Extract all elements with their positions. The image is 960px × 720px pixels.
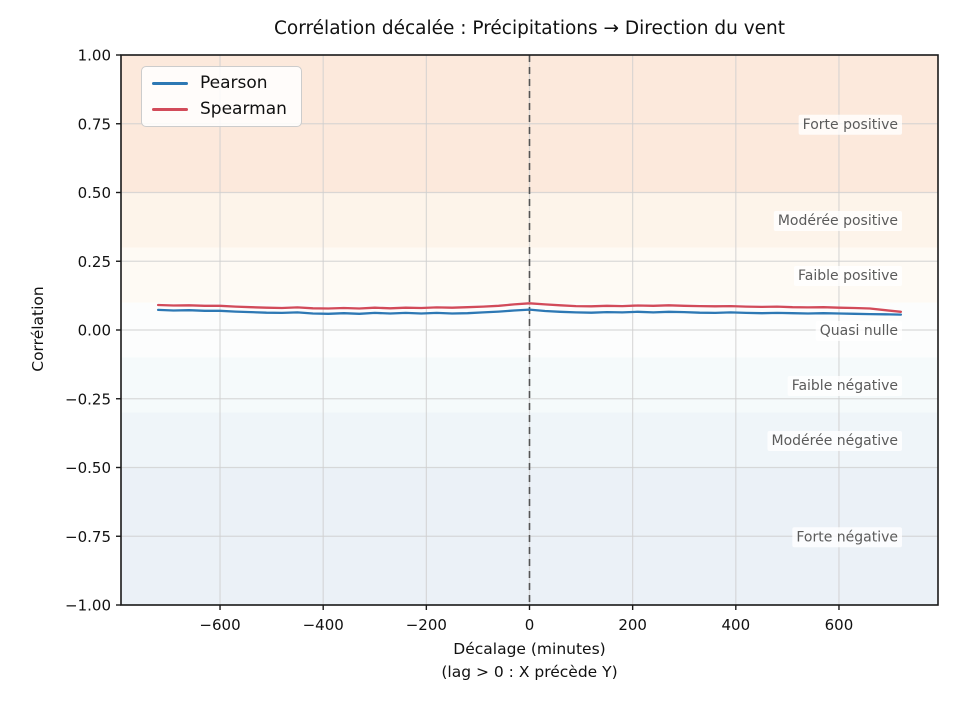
x-axis-sublabel: (lag > 0 : X précède Y) xyxy=(441,663,618,681)
band-label-mod-r-e-n-gative: Modérée négative xyxy=(772,433,899,449)
y-tick-label: 1.00 xyxy=(78,47,111,65)
x-tick-label: −200 xyxy=(406,616,447,634)
x-tick-label: 400 xyxy=(721,616,750,634)
y-tick-label: −0.75 xyxy=(65,528,111,546)
chart-title: Corrélation décalée : Précipitations → D… xyxy=(273,18,786,39)
y-tick-label: −0.50 xyxy=(65,459,111,477)
x-axis-label: Décalage (minutes) xyxy=(453,640,606,658)
y-tick-label: 0.00 xyxy=(78,322,111,340)
x-tick-label: 0 xyxy=(525,616,535,634)
band-label-forte-n-gative: Forte négative xyxy=(796,529,898,545)
band-label-bg xyxy=(773,211,902,231)
y-tick-label: 0.75 xyxy=(78,115,111,133)
band-label-forte-positive: Forte positive xyxy=(803,117,898,133)
y-tick-label: −0.25 xyxy=(65,390,111,408)
legend-label-pearson: Pearson xyxy=(200,73,268,93)
band-label-faible-positive: Faible positive xyxy=(798,268,898,284)
legend-label-spearman: Spearman xyxy=(200,99,287,119)
band-label-faible-n-gative: Faible négative xyxy=(792,378,898,394)
legend: Pearson Spearman xyxy=(141,66,302,127)
y-axis-label: Corrélation xyxy=(29,286,47,372)
spearman-line-swatch xyxy=(152,107,188,112)
y-tick-label: 0.25 xyxy=(78,253,111,271)
band-label-bg xyxy=(792,527,902,548)
band-label-bg xyxy=(767,431,902,451)
x-tick-label: −600 xyxy=(199,616,240,634)
band-label-mod-r-e-positive: Modérée positive xyxy=(778,213,898,229)
legend-item-pearson: Pearson xyxy=(152,75,287,92)
x-tick-label: 200 xyxy=(618,616,647,634)
y-tick-label: −1.00 xyxy=(65,597,111,615)
band-label-bg xyxy=(798,114,902,135)
pearson-line-swatch xyxy=(152,81,188,86)
legend-item-spearman: Spearman xyxy=(152,101,287,118)
series-line-spearman xyxy=(156,302,903,313)
band-label-bg xyxy=(794,266,902,286)
x-tick-label: −400 xyxy=(303,616,344,634)
x-tick-label: 600 xyxy=(825,616,854,634)
series-line-pearson xyxy=(156,308,903,316)
band-label-bg xyxy=(787,376,902,396)
y-tick-label: 0.50 xyxy=(78,184,111,202)
band-label-quasi-nulle: Quasi nulle xyxy=(820,323,898,339)
band-label-bg xyxy=(815,321,902,341)
